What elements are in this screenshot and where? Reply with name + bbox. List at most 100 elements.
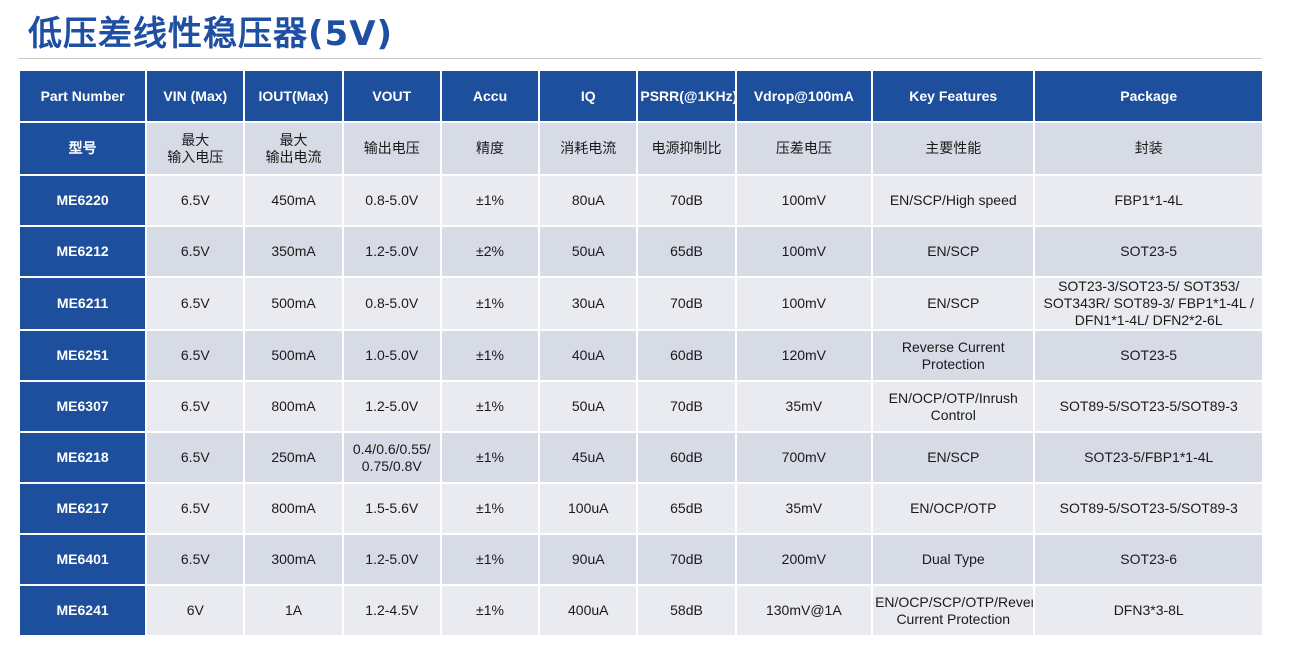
column-header: Accu [439,69,541,123]
table-cell: 1.2-4.5V [341,584,442,637]
column-header-cn: 消耗电流 [538,121,639,176]
table-cell: 1.2-5.0V [341,380,442,433]
table-cell: 6.5V [145,380,246,433]
table-cell: 50uA [538,225,639,278]
table-cell: 45uA [538,431,639,484]
table-cell: EN/SCP/High speed [871,174,1036,227]
column-header-cn: 型号 [17,121,148,176]
table-cell: 400uA [538,584,639,637]
table-cell: ±1% [439,276,541,331]
part-number-cell: ME6241 [17,584,148,637]
table-header-row: Part Number VIN (Max) IOUT(Max) VOUT Accu IQ P… [17,69,1264,123]
table-cell: 500mA [243,329,344,382]
table-cell: 1.2-5.0V [341,533,442,586]
table-cell: 120mV [734,329,874,382]
table-cell: 700mV [734,431,874,484]
table-cell: 450mA [243,174,344,227]
column-header-cn: 最大 输出电流 [243,121,344,176]
table-cell: 6.5V [145,533,246,586]
table-cell: 250mA [243,431,344,484]
table-cell: 1.2-5.0V [341,225,442,278]
table-cell: EN/SCP [871,225,1036,278]
column-header-cn: 压差电压 [734,121,874,176]
part-number-cell: ME6212 [17,225,148,278]
table-cell: 58dB [636,584,737,637]
table-cell: 6.5V [145,276,246,331]
table-cell: SOT23-5 [1033,329,1264,382]
table-cell: ±1% [439,482,541,535]
column-header-cn: 主要性能 [871,121,1036,176]
table-cell: 0.4/0.6/0.55/ 0.75/0.8V [341,431,442,484]
part-number-cell: ME6217 [17,482,148,535]
table-row: ME6217 6.5V 800mA 1.5-5.6V ±1% 100uA 65dB 35mV E… [17,482,1264,535]
part-number-cell: ME6401 [17,533,148,586]
table-cell: 130mV@1A [734,584,874,637]
table-row: ME6220 6.5V 450mA 0.8-5.0V ±1% 80uA 70dB 100mV E… [17,174,1264,227]
table-cell: 500mA [243,276,344,331]
table-cell: 800mA [243,482,344,535]
table-cell: 6.5V [145,431,246,484]
table-cell: ±1% [439,533,541,586]
table-row: ME6401 6.5V 300mA 1.2-5.0V ±1% 90uA 70dB 200mV D… [17,533,1264,586]
table-cell: 90uA [538,533,639,586]
table-cell: ±1% [439,380,541,433]
column-header-cn: 电源抑制比 [636,121,737,176]
table-cell: 100uA [538,482,639,535]
part-number-cell: ME6220 [17,174,148,227]
table-cell: 35mV [734,482,874,535]
table-cell: 60dB [636,431,737,484]
table-cell: 65dB [636,482,737,535]
column-header: Key Features [871,69,1036,123]
table-cell: 100mV [734,225,874,278]
table-cell: 70dB [636,276,737,331]
table-cell: 30uA [538,276,639,331]
table-cell: 35mV [734,380,874,433]
table-cell: FBP1*1-4L [1033,174,1264,227]
table-row: ME6212 6.5V 350mA 1.2-5.0V ±2% 50uA 65dB 100mV E… [17,225,1264,278]
table-cell: 70dB [636,380,737,433]
table-cell: 1.5-5.6V [341,482,442,535]
table-cell: 300mA [243,533,344,586]
table-row: ME6307 6.5V 800mA 1.2-5.0V ±1% 50uA 70dB 35mV EN… [17,380,1264,433]
table-cell: 350mA [243,225,344,278]
table-body: ME6220 6.5V 450mA 0.8-5.0V ±1% 80uA 70dB 100mV E… [17,174,1264,637]
table-cell: 1A [243,584,344,637]
part-number-cell: ME6251 [17,329,148,382]
table-row: ME6211 6.5V 500mA 0.8-5.0V ±1% 30uA 70dB 100mV E… [17,276,1264,331]
column-header: IOUT(Max) [243,69,344,123]
table-cell: 70dB [636,174,737,227]
table-cell: EN/SCP [871,276,1036,331]
column-header: Package [1033,69,1264,123]
column-header-cn: 精度 [439,121,541,176]
column-header: VOUT [341,69,442,123]
table-cell: EN/OCP/OTP/Inrush Control [871,380,1036,433]
part-number-cell: ME6211 [17,276,148,331]
table-cell: 100mV [734,174,874,227]
table-cell: ±2% [439,225,541,278]
part-number-cell: ME6218 [17,431,148,484]
table-cell: 6.5V [145,225,246,278]
table-cell: DFN3*3-8L [1033,584,1264,637]
table-cell: EN/SCP [871,431,1036,484]
table-cell: SOT89-5/SOT23-5/SOT89-3 [1033,482,1264,535]
table-cell: Reverse Current Protection [871,329,1036,382]
table-cell: ±1% [439,584,541,637]
table-cell: 50uA [538,380,639,433]
column-header-cn: 最大 输入电压 [145,121,246,176]
table-cell: SOT23-6 [1033,533,1264,586]
column-header: PSRR(@1KHz) [636,69,737,123]
table-cell: SOT23-5/FBP1*1-4L [1033,431,1264,484]
table-cell: 65dB [636,225,737,278]
table-cell: 6.5V [145,329,246,382]
table-cell: SOT23-5 [1033,225,1264,278]
table-cell: 80uA [538,174,639,227]
table-cell: 60dB [636,329,737,382]
table-cell: 40uA [538,329,639,382]
table-cell: ±1% [439,431,541,484]
column-header-cn: 封装 [1033,121,1264,176]
title-divider [18,58,1262,59]
table-cell: SOT23-3/SOT23-5/ SOT353/ SOT343R/ SOT89-… [1033,276,1264,331]
table-cell: SOT89-5/SOT23-5/SOT89-3 [1033,380,1264,433]
table-cell: 70dB [636,533,737,586]
column-header: VIN (Max) [145,69,246,123]
